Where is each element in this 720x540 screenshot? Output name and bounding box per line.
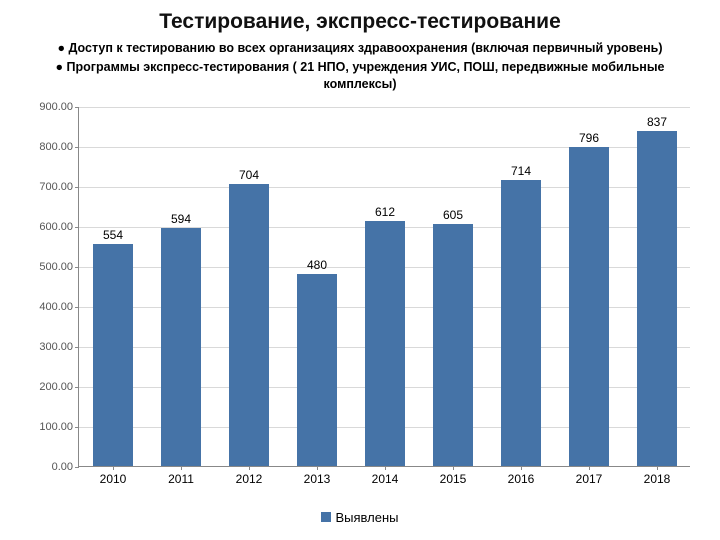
bar-value-label: 704 [229,168,268,182]
bar-value-label: 480 [297,258,336,272]
xtick-mark [521,466,522,470]
xtick-mark [589,466,590,470]
ytick-label: 0.00 [52,461,79,473]
bar-value-label: 714 [501,164,540,178]
ytick-label: 400.00 [39,301,79,313]
bar: 714 [501,180,540,466]
bar-chart: 0.00 100.00 200.00 300.00 400.00 500.00 600.00… [18,97,702,527]
bar-value-label: 612 [365,205,404,219]
xtick-mark [181,466,182,470]
ytick-label: 100.00 [39,421,79,433]
bar: 605 [433,224,472,466]
bullet-list: Доступ к тестированию во всех организаци… [18,40,702,93]
ytick-label: 200.00 [39,381,79,393]
legend-swatch [321,512,331,522]
bar: 594 [161,228,200,466]
plot-area: 0.00100.00200.00300.00400.00500.00600.00… [78,107,690,467]
ytick-label: 800.00 [39,141,79,153]
bar-value-label: 554 [93,228,132,242]
xtick-mark [657,466,658,470]
bar: 554 [93,244,132,466]
bar: 796 [569,147,608,465]
bar: 704 [229,184,268,466]
gridline [79,107,690,108]
xtick-mark [249,466,250,470]
bar-value-label: 605 [433,208,472,222]
xtick-mark [113,466,114,470]
bullet-item: Программы экспресс-тестирования ( 21 НПО… [18,59,702,93]
ytick-label: 700.00 [39,181,79,193]
ytick-label: 600.00 [39,221,79,233]
xtick-mark [385,466,386,470]
bar: 837 [637,131,676,466]
page-title: Тестирование, экспресс-тестирование [18,10,702,34]
bullet-item: Доступ к тестированию во всех организаци… [18,40,702,57]
ytick-label: 300.00 [39,341,79,353]
xtick-mark [317,466,318,470]
ytick-label: 900.00 [39,101,79,113]
bar-value-label: 796 [569,131,608,145]
bar: 612 [365,221,404,466]
ytick-label: 500.00 [39,261,79,273]
legend-label: Выявлены [335,510,398,525]
bar-value-label: 594 [161,212,200,226]
chart-legend: Выявлены [18,509,702,525]
xtick-mark [453,466,454,470]
bar: 480 [297,274,336,466]
bar-value-label: 837 [637,115,676,129]
